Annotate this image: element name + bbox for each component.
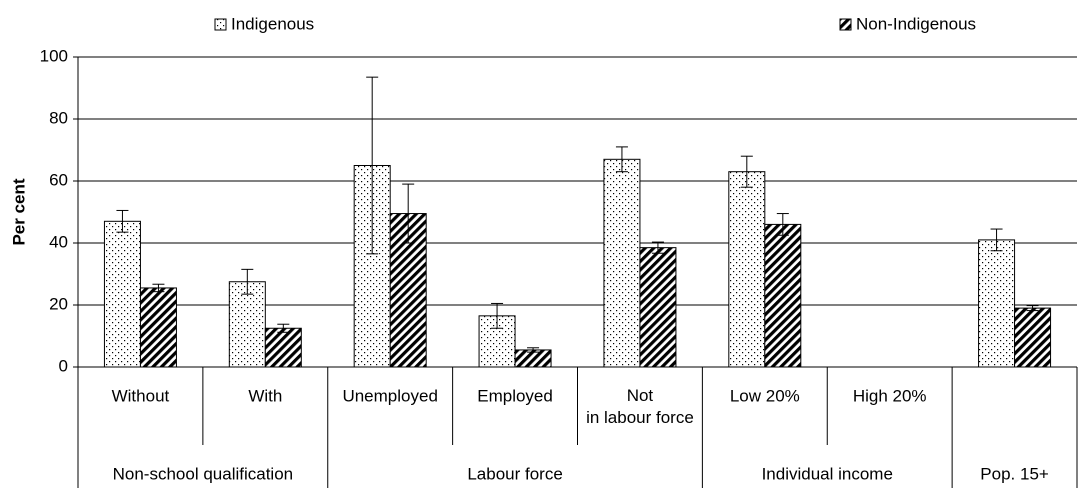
error-bar [527, 347, 540, 353]
legend-swatch [214, 18, 227, 31]
legend-label: Indigenous [231, 14, 314, 33]
x-tick-label: High 20% [853, 386, 927, 405]
legend-label: Non-Indigenous [856, 14, 976, 33]
bar [264, 327, 302, 368]
error-bar [740, 155, 753, 188]
error-bar [990, 228, 1003, 252]
error-bar [1026, 305, 1039, 312]
y-tick-label: 20 [49, 294, 68, 313]
bar [103, 220, 141, 368]
bar [139, 287, 177, 368]
error-bar [277, 323, 290, 333]
x-tick-label: Not in labour force [586, 386, 694, 427]
bar [764, 223, 802, 368]
bar [639, 247, 677, 368]
y-tick-label: 80 [49, 108, 68, 127]
error-bar [116, 209, 129, 233]
error-bar [615, 146, 628, 173]
group-label: Individual income [762, 464, 893, 483]
error-bar [241, 268, 254, 295]
error-bar [366, 76, 379, 255]
x-tick-label: Without [112, 386, 170, 405]
group-label: Labour force [467, 464, 562, 483]
bar [978, 239, 1016, 368]
x-tick-label: Employed [477, 386, 553, 405]
x-tick-label: With [248, 386, 282, 405]
group-label: Non-school qualification [113, 464, 294, 483]
error-bar [776, 213, 789, 236]
x-tick-label: Unemployed [342, 386, 437, 405]
group-label: Pop. 15+ [980, 464, 1049, 483]
y-axis-label: Per cent [9, 178, 28, 245]
error-bar [152, 283, 165, 293]
error-bar [402, 183, 415, 244]
bar [728, 171, 766, 368]
y-tick-label: 40 [49, 232, 68, 251]
y-tick-label: 100 [40, 46, 68, 65]
legend-swatch [839, 18, 852, 31]
error-bar [651, 241, 664, 254]
bar [603, 158, 641, 368]
error-bar [491, 302, 504, 329]
bar [1014, 307, 1052, 368]
y-tick-label: 60 [49, 170, 68, 189]
y-tick-label: 0 [59, 356, 68, 375]
x-tick-label: Low 20% [730, 386, 800, 405]
